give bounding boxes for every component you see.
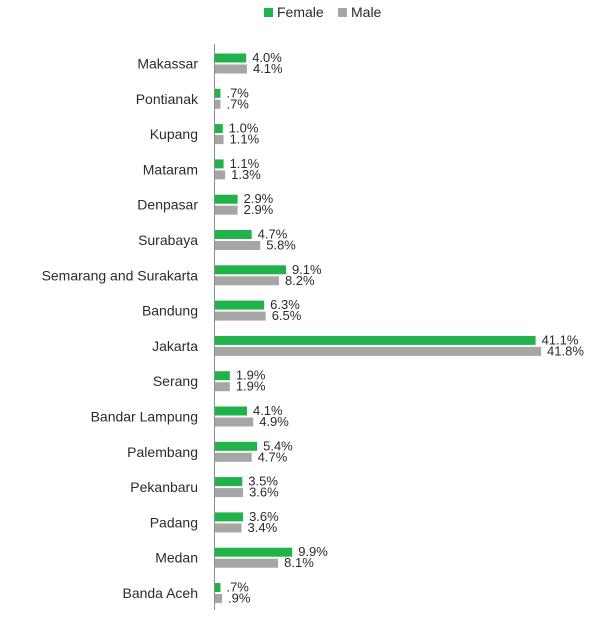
bar-male-mataram xyxy=(215,170,226,180)
value-label-female-palembang: 5.4% xyxy=(263,438,293,453)
value-label-female-medan: 9.9% xyxy=(298,544,328,559)
category-label-bandar-lampung: Bandar Lampung xyxy=(91,409,198,425)
value-label-female-denpasar: 2.9% xyxy=(244,191,274,206)
category-label-denpasar: Denpasar xyxy=(137,197,198,213)
bar-female-pontianak xyxy=(215,88,221,98)
value-label-male-banda-aceh: .9% xyxy=(228,591,251,606)
category-label-padang: Padang xyxy=(150,514,198,530)
value-label-female-pontianak: .7% xyxy=(226,85,249,100)
category-label-palembang: Palembang xyxy=(127,444,198,460)
category-label-surabaya: Surabaya xyxy=(138,232,198,248)
bar-male-semarang-and-surakarta xyxy=(215,276,279,286)
value-label-female-semarang-and-surakarta: 9.1% xyxy=(292,262,322,277)
bar-male-makassar xyxy=(215,64,247,74)
category-label-pekanbaru: Pekanbaru xyxy=(130,479,198,495)
value-label-male-kupang: 1.1% xyxy=(230,132,260,147)
bar-female-banda-aceh xyxy=(215,583,221,592)
bar-male-serang xyxy=(215,382,230,392)
bar-female-mataram xyxy=(215,159,224,169)
value-label-male-serang: 1.9% xyxy=(236,379,266,394)
bar-male-bandung xyxy=(215,311,266,321)
bar-female-jakarta xyxy=(215,335,536,345)
category-label-semarang-and-surakarta: Semarang and Surakarta xyxy=(42,267,199,283)
category-label-bandung: Bandung xyxy=(142,303,198,319)
bar-male-bandar-lampung xyxy=(215,417,254,427)
value-label-male-surabaya: 5.8% xyxy=(266,238,296,253)
value-label-female-bandung: 6.3% xyxy=(270,297,300,312)
bar-female-denpasar xyxy=(215,194,238,204)
bar-male-palembang xyxy=(215,452,252,462)
category-label-jakarta: Jakarta xyxy=(152,338,198,354)
bar-male-kupang xyxy=(215,135,224,145)
bar-female-pekanbaru xyxy=(215,477,243,487)
bar-female-bandung xyxy=(215,300,265,310)
bar-female-kupang xyxy=(215,124,223,134)
bar-female-palembang xyxy=(215,441,258,451)
value-label-female-jakarta: 41.1% xyxy=(542,332,579,347)
category-label-banda-aceh: Banda Aceh xyxy=(122,585,198,601)
bar-female-semarang-and-surakarta xyxy=(215,265,286,275)
value-label-female-bandar-lampung: 4.1% xyxy=(253,403,283,418)
value-label-male-palembang: 4.7% xyxy=(258,449,288,464)
value-label-male-padang: 3.4% xyxy=(248,520,278,535)
value-label-female-makassar: 4.0% xyxy=(252,50,282,65)
bar-male-surabaya xyxy=(215,241,261,250)
value-label-male-semarang-and-surakarta: 8.2% xyxy=(285,273,315,288)
value-label-female-padang: 3.6% xyxy=(249,509,279,524)
bar-male-medan xyxy=(215,558,279,568)
bar-male-pekanbaru xyxy=(215,488,244,498)
bar-male-banda-aceh xyxy=(215,594,223,603)
value-label-male-bandung: 6.5% xyxy=(272,308,302,323)
legend-swatch-male xyxy=(338,8,347,17)
value-label-male-medan: 8.1% xyxy=(284,555,314,570)
value-label-female-banda-aceh: .7% xyxy=(226,580,249,595)
bar-male-padang xyxy=(215,523,242,533)
value-label-male-bandar-lampung: 4.9% xyxy=(259,414,289,429)
legend-swatch-female xyxy=(264,8,273,17)
value-label-female-surabaya: 4.7% xyxy=(258,227,288,242)
category-label-makassar: Makassar xyxy=(137,56,198,72)
category-label-mataram: Mataram xyxy=(143,161,198,177)
bar-female-bandar-lampung xyxy=(215,406,247,416)
value-label-female-mataram: 1.1% xyxy=(230,156,260,171)
category-label-kupang: Kupang xyxy=(150,126,198,142)
bar-female-serang xyxy=(215,371,230,381)
category-label-medan: Medan xyxy=(155,550,198,566)
value-label-female-kupang: 1.0% xyxy=(229,121,259,136)
bar-female-medan xyxy=(215,547,293,557)
value-label-female-pekanbaru: 3.5% xyxy=(248,474,278,489)
legend-label-female: Female xyxy=(277,4,324,20)
category-label-serang: Serang xyxy=(153,373,198,389)
bar-female-padang xyxy=(215,512,244,522)
value-label-male-jakarta: 41.8% xyxy=(547,343,584,358)
legend-label-male: Male xyxy=(351,4,382,20)
value-label-male-mataram: 1.3% xyxy=(231,167,261,182)
bar-male-pontianak xyxy=(215,99,221,109)
bars: Makassar 4.0%4.1%Pontianak .7%.7%Kupang 1.0… xyxy=(42,50,585,606)
value-label-male-pontianak: .7% xyxy=(226,96,249,111)
value-label-male-makassar: 4.1% xyxy=(253,61,283,76)
value-label-male-denpasar: 2.9% xyxy=(244,202,274,217)
legend: Female Male xyxy=(264,4,382,20)
category-label-pontianak: Pontianak xyxy=(136,91,199,107)
bar-female-surabaya xyxy=(215,230,252,239)
bar-male-denpasar xyxy=(215,205,238,215)
value-label-male-pekanbaru: 3.6% xyxy=(249,485,279,500)
bar-male-jakarta xyxy=(215,346,542,356)
bar-female-makassar xyxy=(215,53,247,63)
value-label-female-serang: 1.9% xyxy=(236,368,266,383)
